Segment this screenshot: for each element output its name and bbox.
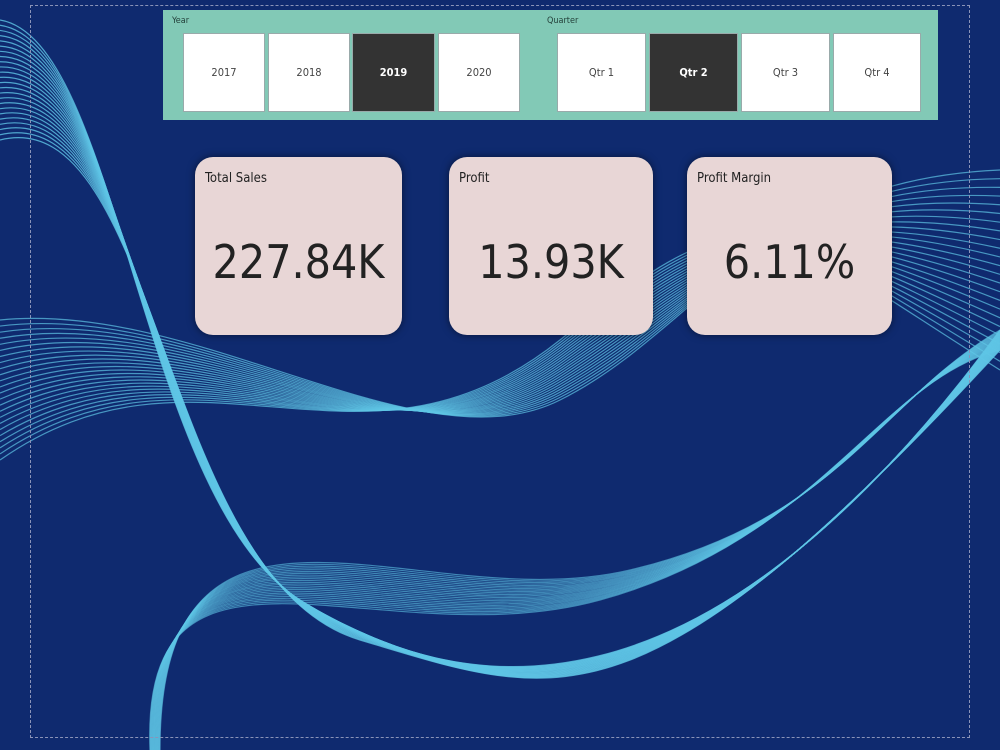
slicer-title: Year — [172, 16, 190, 26]
slicer-option[interactable]: 2018 — [268, 33, 350, 112]
slicer-option[interactable]: Qtr 1 — [557, 33, 646, 112]
card-label: Profit Margin — [697, 171, 772, 186]
slicer-option[interactable]: Qtr 3 — [741, 33, 830, 112]
card-value: 6.11% — [723, 235, 856, 289]
slicer-title: Quarter — [547, 16, 579, 26]
card-label: Total Sales — [205, 171, 267, 186]
wave-line — [0, 137, 1000, 679]
slicer-option[interactable]: 2017 — [183, 33, 265, 112]
kpi-card: Profit 13.93K — [449, 157, 653, 335]
slicer-option[interactable]: 2020 — [438, 33, 520, 112]
card-value: 13.93K — [478, 235, 624, 289]
kpi-card: Total Sales 227.84K — [195, 157, 402, 335]
card-label: Profit — [459, 171, 490, 186]
year-slicer: Year 2017 2018 2019 2020 — [163, 10, 538, 120]
quarter-slicer: Quarter Qtr 1 Qtr 2 Qtr 3 Qtr 4 — [538, 10, 938, 120]
kpi-card: Profit Margin 6.11% — [687, 157, 892, 335]
card-value: 227.84K — [212, 235, 385, 289]
canvas-frame — [30, 5, 970, 738]
slicer-option[interactable]: Qtr 2 — [649, 33, 738, 112]
slicer-option[interactable]: 2019 — [352, 33, 435, 112]
slicer-option[interactable]: Qtr 4 — [833, 33, 921, 112]
wave-line — [159, 329, 1000, 750]
